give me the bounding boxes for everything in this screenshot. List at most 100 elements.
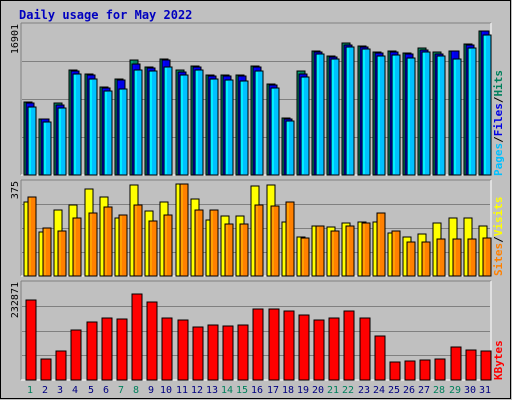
bar-highlight <box>135 206 137 275</box>
bar-highlight <box>317 55 319 174</box>
bar-highlight <box>177 185 179 275</box>
bar-highlight <box>25 203 27 275</box>
bar-pages-day-16 <box>254 70 264 176</box>
bar-highlight <box>74 75 76 174</box>
bar-sites-day-20 <box>315 225 325 277</box>
bar-highlight <box>467 351 469 379</box>
bar-highlight <box>419 235 421 275</box>
bar-highlight <box>105 92 107 174</box>
bar-kbytes-day-11 <box>177 319 189 381</box>
bar-pages-day-11 <box>179 74 189 176</box>
day-label: 25 <box>388 385 400 396</box>
bar-highlight <box>363 50 365 174</box>
bar-highlight <box>196 211 198 275</box>
day-label: 19 <box>297 385 309 396</box>
bar-sites-day-22 <box>345 225 355 277</box>
bar-pages-day-6 <box>103 90 113 176</box>
bar-highlight <box>90 214 92 275</box>
bar-sites-day-11 <box>179 183 189 277</box>
bar-kbytes-day-30 <box>465 349 477 381</box>
bar-kbytes-day-4 <box>70 329 82 381</box>
bar-sites-day-15 <box>239 223 249 277</box>
bar-highlight <box>226 81 228 174</box>
bar-highlight <box>150 222 152 275</box>
bar-pages-day-2 <box>42 121 52 176</box>
day-label: 30 <box>464 385 476 396</box>
bar-kbytes-day-16 <box>252 308 264 381</box>
bar-highlight <box>408 59 410 174</box>
bar-highlight <box>272 207 274 275</box>
legend-sites: Sites <box>492 243 505 276</box>
bar-sites-day-18 <box>285 201 295 277</box>
bar-pages-day-15 <box>239 80 249 176</box>
bar-highlight <box>29 198 31 275</box>
bar-sites-day-16 <box>254 204 264 277</box>
bar-kbytes-day-14 <box>222 325 234 381</box>
bar-kbytes-day-5 <box>86 321 98 381</box>
bar-highlight <box>298 238 300 275</box>
bar-highlight <box>454 240 456 275</box>
legend-files: Files <box>492 103 505 136</box>
bar-highlight <box>42 360 44 379</box>
bar-kbytes-day-13 <box>207 324 219 381</box>
bar-highlight <box>161 203 163 275</box>
bar-highlight <box>222 217 224 275</box>
bar-highlight <box>287 203 289 275</box>
bar-highlight <box>59 232 61 275</box>
bar-highlight <box>224 327 226 379</box>
bar-highlight <box>241 82 243 174</box>
bar-kbytes-day-7 <box>116 318 128 381</box>
y-axis-max-label: 375 <box>10 181 21 199</box>
bar-highlight <box>408 243 410 275</box>
bar-highlight <box>237 217 239 275</box>
bar-highlight <box>343 224 345 275</box>
bar-kbytes-day-26 <box>404 360 416 381</box>
bar-pages-day-19 <box>300 76 310 176</box>
legend-hits: Hits <box>492 70 505 97</box>
bar-pages-day-1 <box>27 106 37 176</box>
bar-pages-day-8 <box>133 69 143 176</box>
bar-sites-day-7 <box>118 214 128 277</box>
bar-highlight <box>44 229 46 275</box>
bar-kbytes-day-9 <box>146 301 158 381</box>
day-label: 5 <box>88 385 94 396</box>
day-label: 8 <box>133 385 139 396</box>
bar-highlight <box>469 49 471 174</box>
bar-sites-day-24 <box>376 212 386 277</box>
bar-sites-day-3 <box>57 230 67 277</box>
bar-highlight <box>423 53 425 174</box>
bar-highlight <box>332 60 334 174</box>
day-label: 4 <box>72 385 78 396</box>
bar-highlight <box>101 198 103 275</box>
bar-highlight <box>59 109 61 174</box>
bar-kbytes-day-25 <box>389 361 401 381</box>
bar-highlight <box>88 323 90 379</box>
bar-highlight <box>480 227 482 275</box>
bar-highlight <box>434 224 436 275</box>
day-label: 31 <box>479 385 491 396</box>
bar-kbytes-day-22 <box>343 310 355 381</box>
day-label: 2 <box>42 385 48 396</box>
bar-kbytes-day-1 <box>25 299 37 381</box>
bar-highlight <box>438 240 440 275</box>
bar-highlight <box>226 225 228 275</box>
bar-highlight <box>423 243 425 275</box>
bar-highlight <box>287 122 289 174</box>
bar-pages-day-10 <box>163 66 173 176</box>
bar-pages-day-24 <box>376 55 386 176</box>
bar-highlight <box>454 60 456 174</box>
bar-highlight <box>332 232 334 275</box>
bar-pages-day-28 <box>436 55 446 176</box>
bar-kbytes-day-20 <box>313 319 325 381</box>
bar-highlight <box>211 80 213 174</box>
bar-highlight <box>330 319 332 379</box>
legend-hits-pages-files: Pages/Files/Hits <box>492 70 505 176</box>
bar-sites-day-17 <box>270 205 280 277</box>
bar-highlight <box>421 361 423 379</box>
chart-panel-1: 16901 <box>10 22 492 176</box>
bar-highlight <box>192 200 194 275</box>
bar-kbytes-day-21 <box>328 317 340 381</box>
bar-highlight <box>359 223 361 275</box>
chart-panels: 16901 375 232871 <box>10 22 492 381</box>
bar-kbytes-day-17 <box>268 308 280 381</box>
